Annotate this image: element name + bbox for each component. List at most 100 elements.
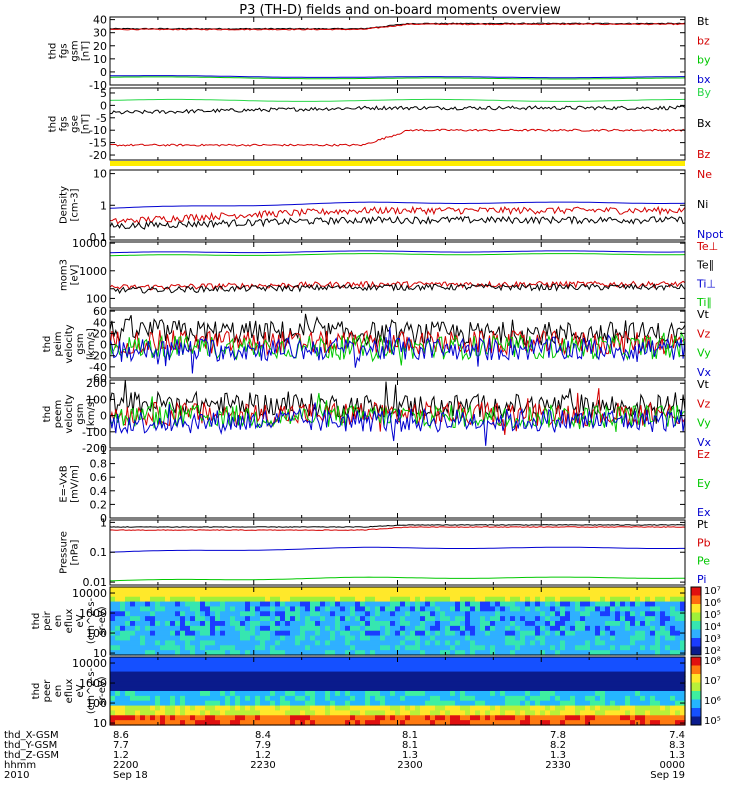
spectrogram-cell — [280, 686, 286, 692]
spectrogram-cell — [440, 705, 446, 712]
spectrogram-cell — [580, 616, 586, 622]
spectrogram-cell — [300, 700, 306, 707]
spectrogram-cell — [650, 705, 656, 712]
spectrogram-cell — [380, 661, 386, 668]
spectrogram-cell — [225, 710, 231, 716]
spectrogram-cell — [670, 616, 676, 622]
spectrogram-cell — [435, 606, 441, 612]
spectrogram-cell — [320, 606, 326, 612]
spectrogram-cell — [440, 700, 446, 707]
spectrogram-cell — [110, 657, 116, 663]
spectrogram-cell — [595, 705, 601, 712]
spectrogram-cell — [630, 681, 636, 687]
spectrogram-cell — [110, 621, 116, 627]
spectrogram-cell — [620, 710, 626, 716]
spectrogram-cell — [535, 616, 541, 622]
spectrogram-cell — [250, 700, 256, 707]
spectrogram-cell — [505, 710, 511, 716]
spectrogram-cell — [215, 587, 221, 593]
spectrogram-cell — [490, 635, 496, 642]
spectrogram-cell — [475, 601, 481, 608]
spectrogram-cell — [315, 635, 321, 642]
spectrogram-cell — [440, 671, 446, 678]
spectrogram-cell — [635, 606, 641, 612]
spectrogram-cell — [175, 621, 181, 627]
spectrogram-cell — [305, 705, 311, 712]
spectrogram-cell — [335, 676, 341, 682]
spectrogram-cell — [235, 705, 241, 712]
spectrogram-cell — [575, 616, 581, 622]
spectrogram-cell — [625, 657, 631, 663]
spectrogram-cell — [535, 601, 541, 608]
spectrogram-cell — [670, 695, 676, 702]
spectrogram-cell — [355, 710, 361, 716]
spectrogram-cell — [390, 681, 396, 687]
spectrogram-cell — [115, 686, 121, 692]
spectrogram-cell — [125, 587, 131, 593]
spectrogram-cell — [585, 621, 591, 627]
y-axis-label: sr-eV) — [97, 676, 108, 705]
spectrogram-cell — [635, 645, 641, 651]
spectrogram-cell — [520, 705, 526, 712]
spectrogram-cell — [675, 720, 681, 726]
spectrogram-cell — [290, 671, 296, 678]
spectrogram-cell — [460, 676, 466, 682]
spectrogram-cell — [270, 601, 276, 608]
spectrogram-cell — [125, 596, 131, 603]
spectrogram-cell — [470, 691, 476, 697]
spectrogram-cell — [310, 621, 316, 627]
spectrogram-cell — [135, 681, 141, 687]
spectrogram-cell — [565, 606, 571, 612]
spectrogram-cell — [280, 601, 286, 608]
spectrogram-cell — [185, 720, 191, 726]
spectrogram-cell — [225, 630, 231, 637]
spectrogram-cell — [600, 676, 606, 682]
spectrogram-cell — [540, 661, 546, 668]
spectrogram-cell — [470, 695, 476, 702]
colorbar-frame — [690, 586, 702, 656]
spectrogram-cell — [605, 616, 611, 622]
spectrogram-cell — [175, 705, 181, 712]
spectrogram-cell — [160, 630, 166, 637]
spectrogram-cell — [545, 715, 551, 721]
spectrogram-cell — [400, 661, 406, 668]
spectrogram-cell — [365, 650, 371, 656]
spectrogram-cell — [460, 591, 466, 598]
spectrogram-cell — [335, 686, 341, 692]
spectrogram-cell — [565, 705, 571, 712]
spectrogram-cell — [295, 705, 301, 712]
spectrogram-cell — [130, 611, 136, 617]
spectrogram-cell — [225, 640, 231, 646]
spectrogram-cell — [560, 606, 566, 612]
y-tick-label: 0 — [100, 410, 107, 423]
spectrogram-cell — [650, 671, 656, 678]
spectrogram-cell — [640, 681, 646, 687]
spectrogram-cell — [370, 621, 376, 627]
spectrogram-cell — [145, 676, 151, 682]
spectrogram-cell — [180, 596, 186, 603]
spectrogram-cell — [455, 635, 461, 642]
spectrogram-cell — [365, 601, 371, 608]
spectrogram-cell — [125, 700, 131, 707]
spectrogram-cell — [245, 621, 251, 627]
spectrogram-cell — [680, 661, 686, 668]
spectrogram-cell — [410, 587, 416, 593]
colorbar-tick-label: 10⁷ — [704, 586, 721, 597]
spectrogram-cell — [210, 720, 216, 726]
spectrogram-cell — [390, 671, 396, 678]
spectrogram-cell — [150, 671, 156, 678]
spectrogram-cell — [190, 640, 196, 646]
spectrogram-cell — [115, 661, 121, 668]
spectrogram-cell — [310, 635, 316, 642]
spectrogram-cell — [325, 666, 331, 673]
spectrogram-cell — [365, 691, 371, 697]
spectrogram-cell — [340, 611, 346, 617]
spectrogram-cell — [680, 640, 686, 646]
spectrogram-cell — [365, 587, 371, 593]
spectrogram-cell — [500, 671, 506, 678]
spectrogram-cell — [220, 676, 226, 682]
y-axis-label: en — [53, 685, 64, 698]
spectrogram-cell — [295, 635, 301, 642]
spectrogram-cell — [595, 616, 601, 622]
spectrogram-cell — [180, 671, 186, 678]
